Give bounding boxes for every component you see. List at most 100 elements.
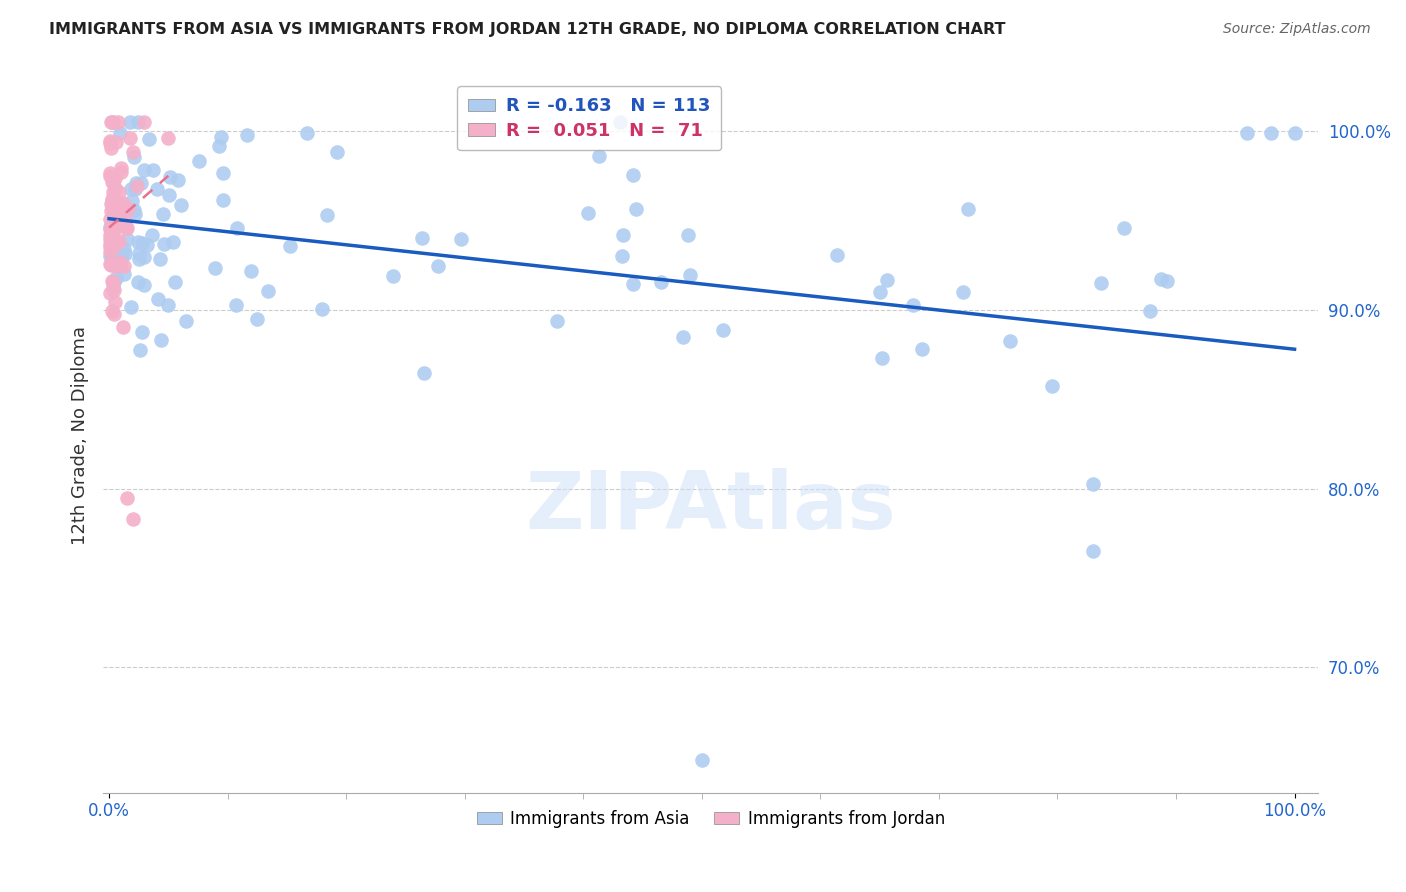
Point [612, 227, 634, 242]
Point [610, 249, 633, 263]
Point [128, 343, 150, 358]
Point [101, 274, 124, 288]
Text: ZIPAtlas: ZIPAtlas [526, 467, 896, 546]
Text: IMMIGRANTS FROM ASIA VS IMMIGRANTS FROM JORDAN 12TH GRADE, NO DIPLOMA CORRELATIO: IMMIGRANTS FROM ASIA VS IMMIGRANTS FROM … [49, 22, 1005, 37]
Point [1260, 126, 1282, 140]
Point [104, 237, 127, 252]
Point [901, 298, 924, 312]
Point [142, 162, 165, 177]
Point [163, 275, 186, 289]
Point [295, 126, 318, 140]
Point [101, 237, 124, 252]
Point [110, 165, 132, 179]
Point [101, 230, 124, 244]
Point [131, 325, 153, 339]
Point [98, 169, 121, 183]
Point [138, 132, 160, 146]
Point [112, 320, 135, 334]
Point [1150, 272, 1173, 286]
Point [576, 206, 599, 220]
Point [105, 259, 128, 273]
Point [98, 232, 121, 246]
Point [870, 351, 893, 366]
Point [114, 247, 136, 261]
Point [450, 232, 472, 246]
Point [98, 136, 121, 150]
Point [100, 141, 122, 155]
Point [100, 115, 122, 129]
Point [103, 185, 125, 199]
Point [162, 235, 184, 249]
Point [212, 166, 235, 180]
Point [101, 174, 124, 188]
Point [157, 131, 180, 145]
Point [679, 268, 702, 282]
Point [107, 115, 129, 129]
Point [98, 222, 121, 236]
Point [101, 194, 124, 208]
Point [150, 333, 173, 347]
Point [156, 298, 179, 312]
Point [225, 298, 247, 312]
Point [152, 237, 174, 252]
Point [159, 169, 181, 184]
Point [100, 239, 122, 253]
Point [124, 150, 146, 164]
Point [131, 236, 153, 251]
Point [1090, 276, 1112, 290]
Point [208, 139, 231, 153]
Point [98, 211, 121, 226]
Point [103, 283, 125, 297]
Point [225, 221, 247, 235]
Point [127, 115, 149, 129]
Point [117, 202, 139, 217]
Point [111, 196, 134, 211]
Point [157, 188, 180, 202]
Point [98, 219, 121, 234]
Point [104, 204, 127, 219]
Point [204, 261, 226, 276]
Point [672, 330, 695, 344]
Point [101, 192, 124, 206]
Point [1083, 477, 1105, 491]
Point [134, 277, 156, 292]
Point [114, 220, 136, 235]
Point [112, 259, 135, 273]
Point [103, 115, 125, 129]
Point [104, 211, 127, 225]
Point [112, 242, 135, 256]
Point [103, 235, 125, 250]
Point [98, 135, 121, 149]
Point [240, 264, 263, 278]
Point [100, 203, 122, 218]
Point [110, 126, 132, 140]
Point [1139, 304, 1161, 318]
Point [134, 163, 156, 178]
Point [101, 276, 124, 290]
Point [1284, 126, 1306, 140]
Point [125, 176, 148, 190]
Point [411, 230, 433, 244]
Point [621, 277, 644, 291]
Point [1114, 221, 1136, 235]
Point [104, 220, 127, 235]
Point [825, 247, 848, 261]
Point [108, 204, 131, 219]
Point [311, 301, 333, 316]
Point [609, 115, 631, 129]
Point [115, 221, 138, 235]
Point [107, 195, 129, 210]
Point [211, 193, 233, 207]
Point [111, 248, 134, 262]
Point [325, 145, 347, 160]
Point [100, 115, 122, 129]
Point [621, 169, 644, 183]
Point [148, 292, 170, 306]
Point [869, 285, 891, 299]
Point [957, 202, 980, 216]
Point [101, 304, 124, 318]
Point [146, 182, 169, 196]
Point [246, 311, 269, 326]
Point [134, 250, 156, 264]
Point [105, 135, 128, 149]
